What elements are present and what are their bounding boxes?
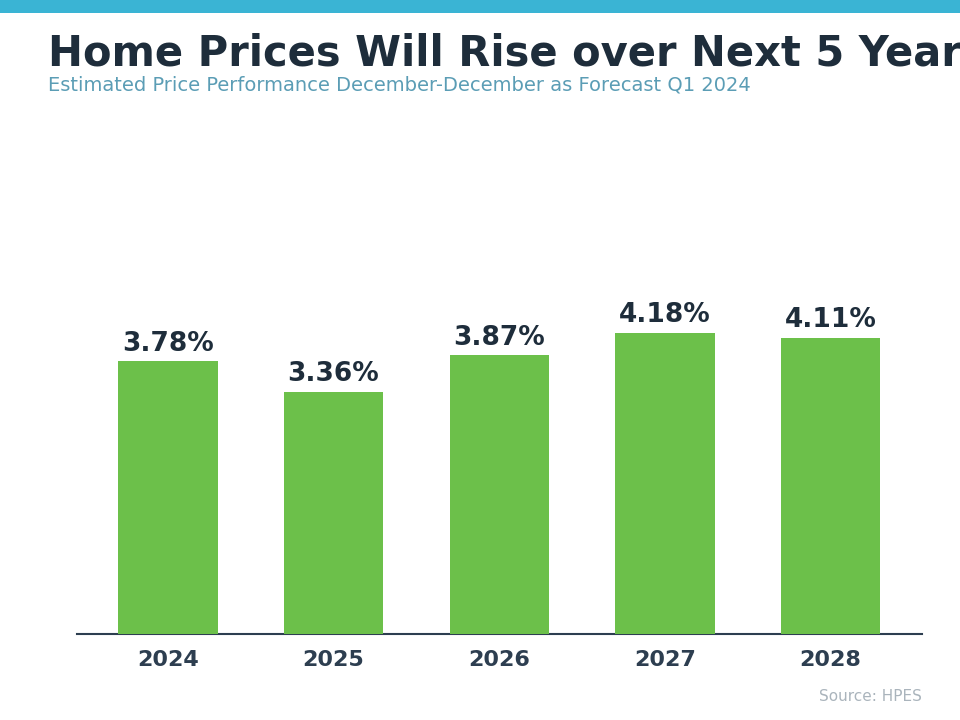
Text: 3.36%: 3.36% (288, 361, 379, 387)
Bar (615, 333, 714, 634)
Text: 4.18%: 4.18% (619, 302, 710, 328)
Bar (449, 355, 549, 634)
Text: Source: HPES: Source: HPES (819, 689, 922, 704)
Text: 3.78%: 3.78% (122, 331, 214, 357)
Bar (284, 392, 383, 634)
Text: 4.11%: 4.11% (784, 307, 876, 333)
Text: 3.87%: 3.87% (453, 325, 545, 351)
Text: Home Prices Will Rise over Next 5 Years: Home Prices Will Rise over Next 5 Years (48, 32, 960, 74)
Bar (118, 361, 218, 634)
Text: Estimated Price Performance December-December as Forecast Q1 2024: Estimated Price Performance December-Dec… (48, 76, 751, 94)
Bar (780, 338, 880, 634)
